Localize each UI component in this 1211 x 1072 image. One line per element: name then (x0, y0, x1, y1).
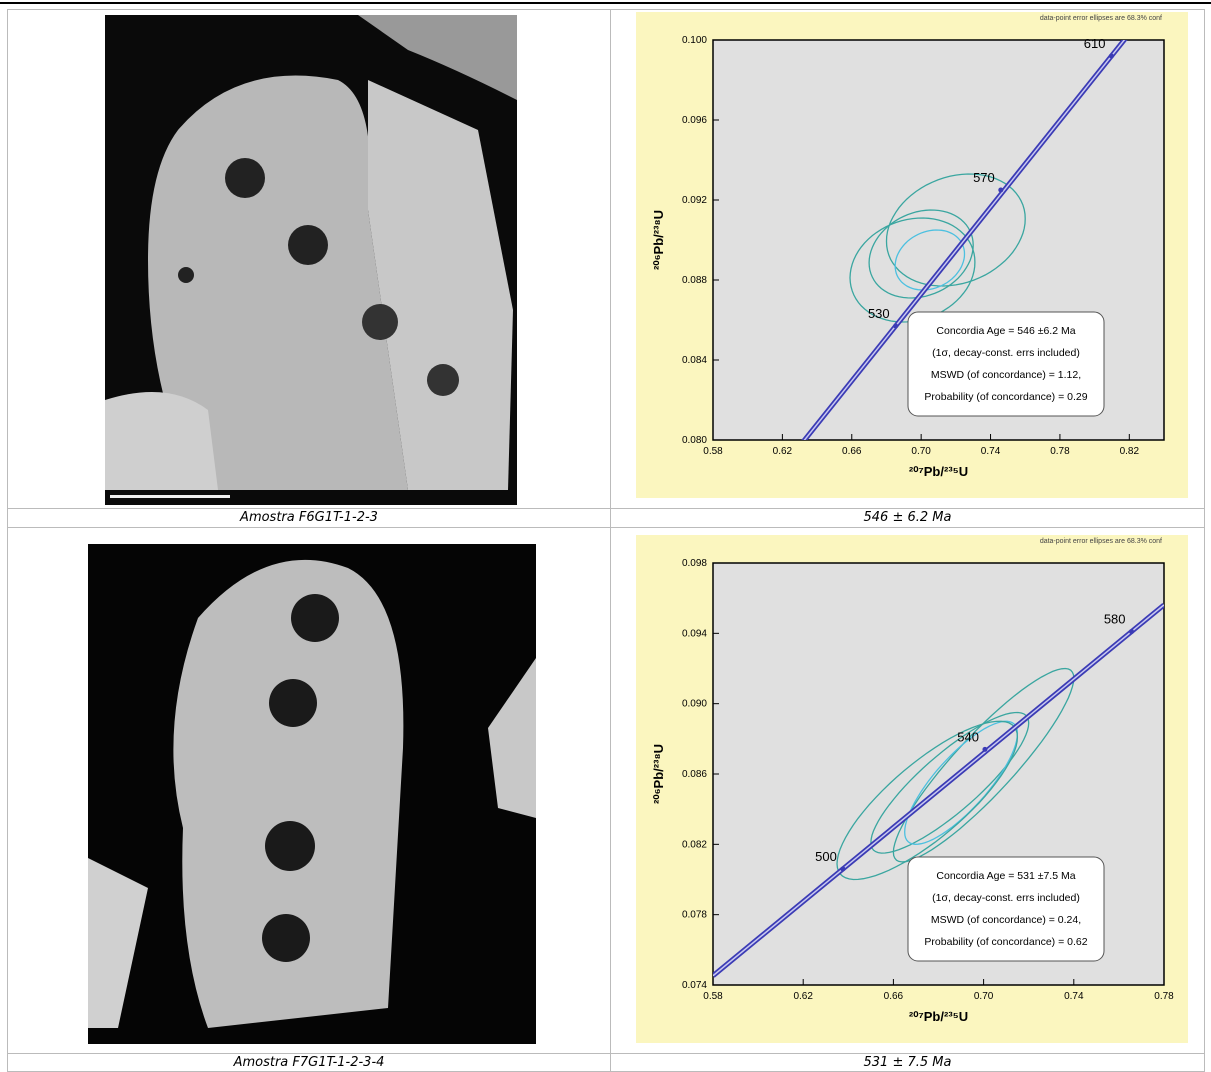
sem-image (8, 10, 610, 508)
top-rule (0, 2, 1211, 4)
x-tick-label: 0.62 (793, 991, 813, 1002)
concordia-plot: data-point error ellipses are 68.3% conf… (636, 535, 1188, 1043)
info-line: (1σ, decay-const. errs included) (932, 892, 1080, 904)
age-label: 610 (1084, 36, 1106, 51)
info-line: Probability (of concordance) = 0.29 (924, 391, 1087, 403)
y-axis-label: ²⁰⁶Pb/²³⁸U (651, 210, 666, 270)
age-label: 530 (868, 306, 890, 321)
x-tick-label: 0.66 (884, 991, 904, 1002)
age-label: 580 (1104, 612, 1126, 627)
x-axis-label: ²⁰⁷Pb/²³⁵U (909, 1009, 968, 1024)
image-cell (7, 527, 611, 1054)
concordia-plot: data-point error ellipses are 68.3% conf… (636, 12, 1188, 498)
info-line: Probability (of concordance) = 0.62 (924, 936, 1087, 948)
sem-image (8, 528, 610, 1053)
x-axis-label: ²⁰⁷Pb/²³⁵U (909, 464, 968, 479)
x-tick-label: 0.70 (911, 446, 931, 457)
note: data-point error ellipses are 68.3% conf (1040, 15, 1162, 22)
y-tick-label: 0.088 (682, 275, 707, 286)
y-tick-label: 0.090 (682, 699, 707, 710)
caption: 546 ± 6.2 Ma (610, 508, 1205, 528)
info-line: Concordia Age = 546 ±6.2 Ma (936, 325, 1075, 337)
y-tick-label: 0.080 (682, 435, 707, 446)
caption: Amostra F7G1T-1-2-3-4 (7, 1053, 611, 1072)
y-tick-label: 0.084 (682, 355, 707, 366)
age-label: 540 (957, 729, 979, 744)
info-line: MSWD (of concordance) = 1.12, (931, 369, 1081, 381)
age-marker (998, 188, 1003, 193)
caption: Amostra F6G1T-1-2-3 (7, 508, 611, 528)
y-tick-label: 0.100 (682, 35, 707, 46)
age-marker (1109, 54, 1114, 59)
x-tick-label: 0.62 (773, 446, 793, 457)
y-axis-label: ²⁰⁶Pb/²³⁸U (651, 744, 666, 804)
x-tick-label: 0.66 (842, 446, 862, 457)
y-tick-label: 0.086 (682, 769, 707, 780)
x-tick-label: 0.58 (703, 446, 723, 457)
x-tick-label: 0.78 (1154, 991, 1174, 1002)
y-tick-label: 0.094 (682, 628, 707, 639)
info-line: (1σ, decay-const. errs included) (932, 347, 1080, 359)
y-tick-label: 0.074 (682, 980, 707, 991)
info-line: Concordia Age = 531 ±7.5 Ma (936, 870, 1075, 882)
caption: 531 ± 7.5 Ma (610, 1053, 1205, 1072)
y-tick-label: 0.082 (682, 839, 707, 850)
plot-cell: data-point error ellipses are 68.3% conf… (610, 9, 1205, 509)
note: data-point error ellipses are 68.3% conf (1040, 538, 1162, 545)
x-tick-label: 0.82 (1120, 446, 1140, 457)
x-tick-label: 0.70 (974, 991, 994, 1002)
y-tick-label: 0.096 (682, 115, 707, 126)
age-marker (982, 747, 987, 752)
x-tick-label: 0.74 (981, 446, 1001, 457)
x-tick-label: 0.78 (1050, 446, 1070, 457)
y-tick-label: 0.098 (682, 558, 707, 569)
age-marker (893, 324, 898, 329)
age-marker (1129, 629, 1134, 634)
info-line: MSWD (of concordance) = 0.24, (931, 914, 1081, 926)
y-tick-label: 0.078 (682, 910, 707, 921)
age-marker (840, 866, 845, 871)
age-label: 500 (815, 849, 837, 864)
age-label: 570 (973, 170, 995, 185)
image-cell (7, 9, 611, 509)
page: data-point error ellipses are 68.3% conf… (0, 0, 1211, 1072)
x-tick-label: 0.58 (703, 991, 723, 1002)
x-tick-label: 0.74 (1064, 991, 1084, 1002)
plot-cell: data-point error ellipses are 68.3% conf… (610, 527, 1205, 1054)
y-tick-label: 0.092 (682, 195, 707, 206)
